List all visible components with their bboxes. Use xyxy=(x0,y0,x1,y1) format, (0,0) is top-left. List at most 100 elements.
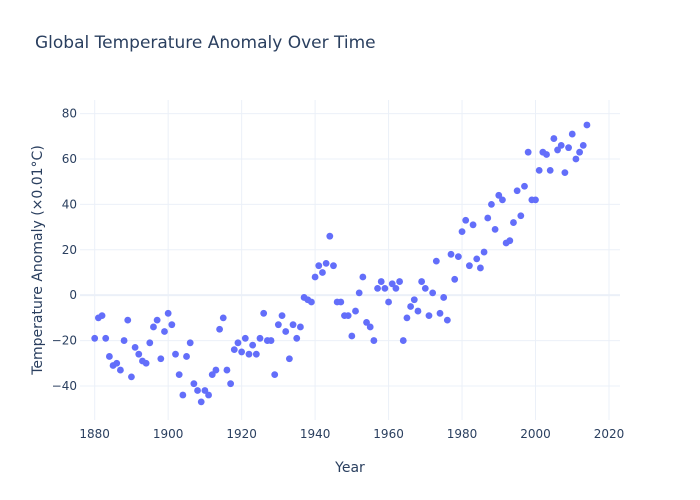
data-point xyxy=(128,373,135,381)
data-point xyxy=(352,307,359,315)
data-point xyxy=(234,339,242,347)
data-point xyxy=(326,232,334,240)
data-point xyxy=(315,262,323,270)
data-point xyxy=(337,298,345,306)
data-point xyxy=(344,312,352,320)
data-point xyxy=(425,312,433,320)
data-point xyxy=(164,309,172,317)
data-point xyxy=(407,303,415,310)
data-point xyxy=(579,141,587,149)
data-point xyxy=(524,148,532,156)
data-point xyxy=(414,307,422,315)
data-point xyxy=(510,219,517,226)
data-point xyxy=(495,191,503,199)
data-point xyxy=(172,350,179,358)
data-point xyxy=(245,350,253,358)
data-point xyxy=(557,141,565,149)
data-point xyxy=(120,337,128,344)
data-point xyxy=(370,337,378,344)
data-point xyxy=(117,366,124,374)
data-point xyxy=(285,355,293,363)
data-point xyxy=(480,248,488,256)
x-tick-label: 2000 xyxy=(520,427,551,441)
data-point xyxy=(190,380,198,388)
data-point xyxy=(546,166,554,174)
data-point xyxy=(98,312,106,320)
x-tick-label: 1980 xyxy=(447,427,478,441)
y-tick-label: 0 xyxy=(69,288,77,302)
data-point xyxy=(124,316,132,324)
data-point xyxy=(399,337,407,344)
data-point xyxy=(432,257,440,265)
data-point xyxy=(194,387,201,394)
data-point xyxy=(366,323,374,331)
x-tick-label: 1920 xyxy=(226,427,257,441)
data-point xyxy=(465,262,473,270)
y-tick-label: 40 xyxy=(62,197,77,211)
data-point xyxy=(491,225,499,233)
data-point xyxy=(499,196,506,204)
data-point xyxy=(278,312,286,320)
data-point xyxy=(183,353,190,360)
data-point xyxy=(205,391,212,399)
data-point xyxy=(201,387,209,394)
data-point xyxy=(260,309,268,317)
data-point xyxy=(385,298,392,306)
point-layer xyxy=(91,121,591,406)
data-point xyxy=(451,275,459,283)
data-point xyxy=(532,196,539,204)
data-point xyxy=(381,284,389,292)
data-point xyxy=(297,323,304,331)
data-point xyxy=(363,319,370,326)
data-point xyxy=(241,334,249,342)
data-point xyxy=(197,398,205,406)
x-tick-label: 1960 xyxy=(373,427,404,441)
data-point xyxy=(477,264,484,272)
data-point xyxy=(355,289,363,297)
x-tick-label: 2020 xyxy=(594,427,625,441)
data-point xyxy=(289,321,297,329)
data-point xyxy=(252,350,260,358)
data-point xyxy=(179,391,187,399)
data-point xyxy=(403,314,411,322)
x-axis-title: Year xyxy=(334,460,365,476)
data-point xyxy=(440,294,448,301)
x-tick-label: 1880 xyxy=(79,427,110,441)
data-point xyxy=(168,321,176,329)
x-tick-label: 1900 xyxy=(153,427,184,441)
data-point xyxy=(105,353,113,360)
data-point xyxy=(458,228,466,236)
data-point xyxy=(348,332,356,340)
data-point xyxy=(146,339,154,347)
data-point xyxy=(462,216,470,224)
data-point xyxy=(238,348,246,356)
data-point xyxy=(576,148,583,156)
data-point xyxy=(150,323,157,331)
y-tick-label: −20 xyxy=(52,334,77,348)
data-point xyxy=(521,182,528,190)
data-point xyxy=(186,339,194,347)
data-point xyxy=(535,166,543,174)
data-point xyxy=(517,212,525,220)
data-point xyxy=(377,278,385,285)
data-point xyxy=(227,380,235,388)
data-point xyxy=(513,187,521,195)
data-point xyxy=(153,316,161,324)
data-point xyxy=(102,334,110,342)
data-point xyxy=(113,359,121,367)
data-point xyxy=(293,334,301,342)
data-point xyxy=(131,343,139,351)
data-point xyxy=(230,346,238,354)
data-point xyxy=(484,214,492,222)
data-point xyxy=(410,296,418,304)
data-point xyxy=(216,325,223,333)
data-point xyxy=(473,255,481,263)
data-point xyxy=(447,250,455,258)
y-tick-label: −40 xyxy=(52,379,77,393)
data-point xyxy=(271,371,279,379)
data-point xyxy=(561,169,569,177)
y-tick-label: 20 xyxy=(62,243,77,257)
data-point xyxy=(311,273,319,281)
data-point xyxy=(572,155,580,163)
data-point xyxy=(175,371,183,379)
